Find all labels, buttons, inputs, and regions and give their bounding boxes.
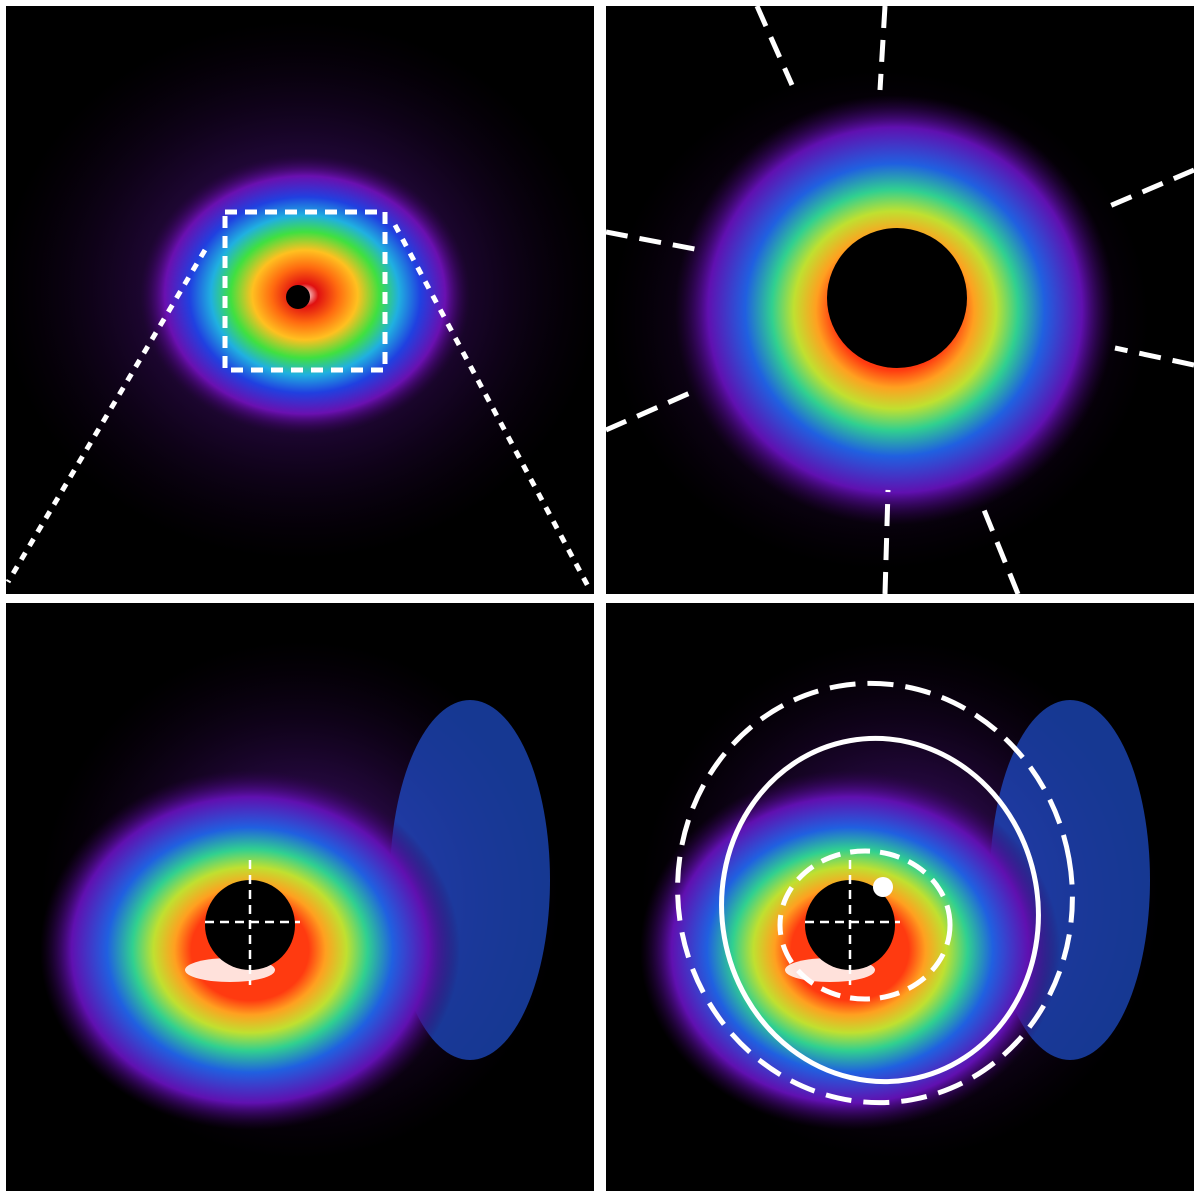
panel-top-left (6, 6, 594, 594)
panel-bottom-right (606, 603, 1194, 1191)
panel-bottom-left (6, 603, 594, 1191)
panel-top-right (606, 6, 1194, 594)
